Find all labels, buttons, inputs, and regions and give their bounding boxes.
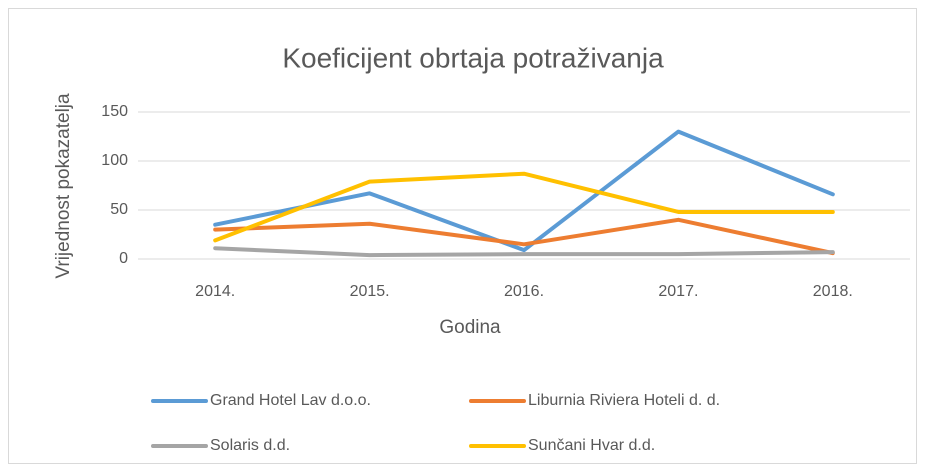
x-tick-label: 2016. [504, 283, 544, 300]
y-tick-label: 50 [110, 201, 128, 218]
y-tick-label: 0 [119, 250, 128, 267]
series-line [213, 246, 835, 258]
legend-label: Liburnia Riviera Hoteli d. d. [528, 392, 720, 409]
chart-title: Koeficijent obrtaja potraživanja [282, 42, 664, 73]
legend-label: Sunčani Hvar d.d. [528, 437, 655, 454]
legend-label: Grand Hotel Lav d.o.o. [210, 392, 371, 409]
x-tick-label: 2015. [350, 283, 390, 300]
y-tick-label: 150 [101, 103, 128, 120]
x-tick-label: 2018. [813, 283, 853, 300]
legend-label: Solaris d.d. [210, 437, 290, 454]
x-axis-label: Godina [439, 317, 501, 338]
x-tick-label: 2017. [658, 283, 698, 300]
series-line [213, 171, 835, 243]
series-line [213, 217, 835, 256]
y-tick-label: 100 [101, 152, 128, 169]
x-tick-label: 2014. [195, 283, 235, 300]
y-axis-label: Vrijednost pokazatelja [53, 93, 74, 279]
series-line [213, 129, 835, 253]
